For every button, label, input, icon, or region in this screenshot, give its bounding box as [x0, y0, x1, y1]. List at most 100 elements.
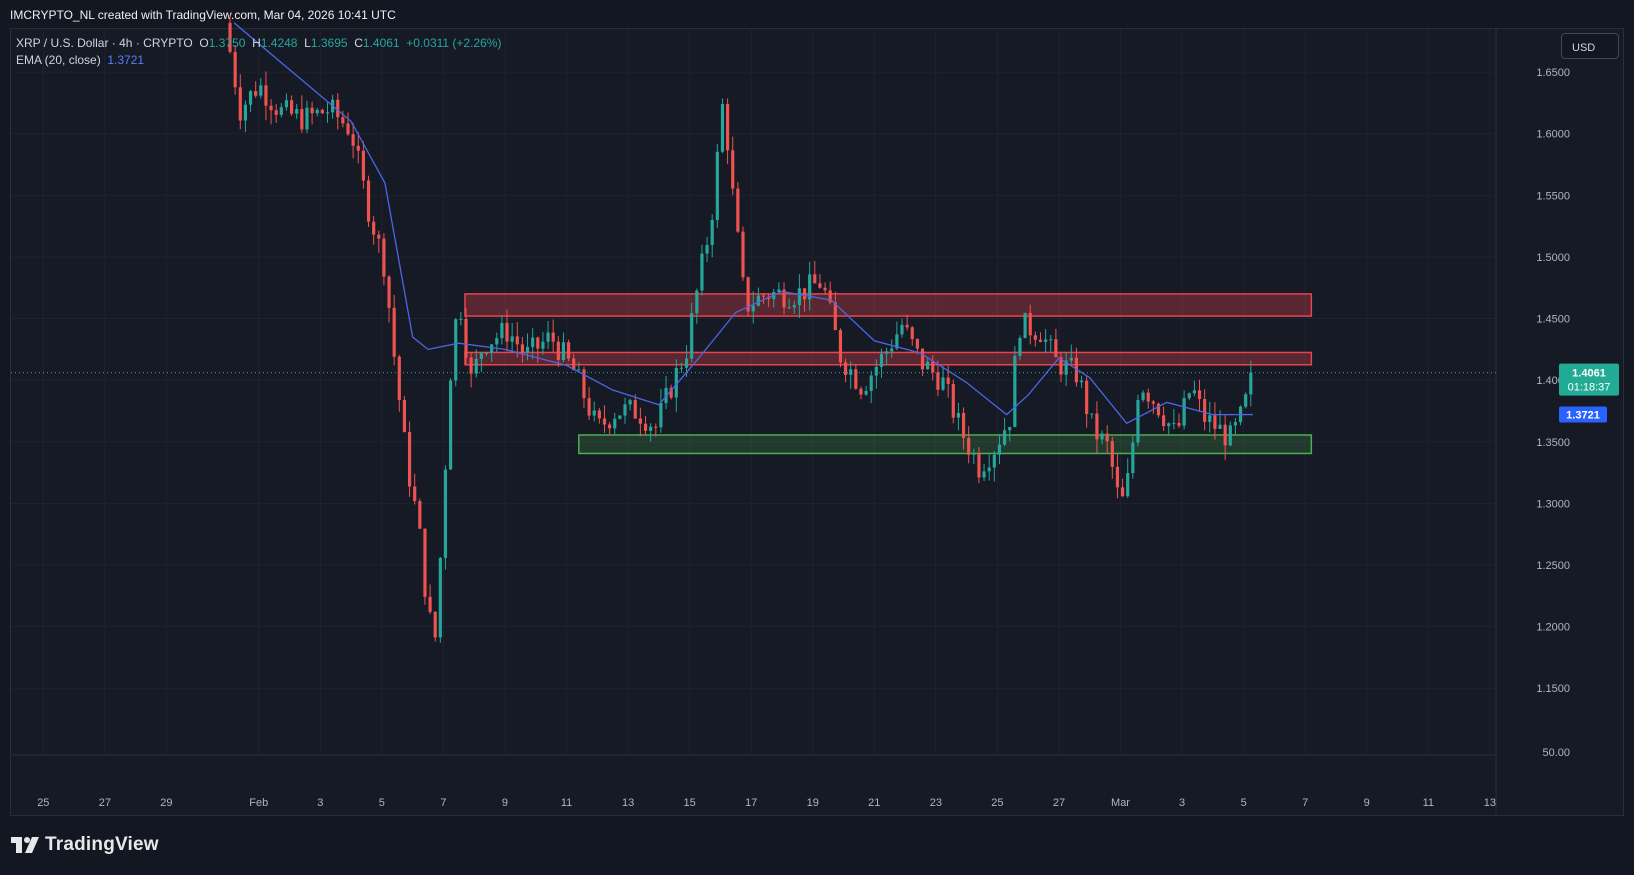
y-tick-label: 1.5000 — [1536, 252, 1570, 264]
candle-body — [274, 110, 278, 115]
candle-body — [505, 322, 509, 342]
ema-price-label: 1.3721 — [1566, 410, 1600, 422]
candle-body — [1090, 413, 1094, 415]
candle-body — [361, 150, 365, 181]
candle-body — [726, 104, 730, 151]
candle-body — [356, 145, 360, 151]
candle-body — [1151, 401, 1155, 404]
candle-body — [284, 100, 289, 108]
candle-body — [941, 377, 945, 390]
candle-body — [813, 274, 817, 284]
countdown-label: 01:18:37 — [1568, 382, 1611, 394]
symbol-label[interactable]: XRP / U.S. Dollar · 4h · CRYPTO — [16, 36, 193, 50]
chart-legend: XRP / U.S. Dollar · 4h · CRYPTO O1.3750 … — [16, 35, 501, 69]
candle-body — [746, 277, 750, 312]
y-tick-label: 1.2000 — [1536, 622, 1570, 634]
candle-body — [449, 380, 453, 470]
candle-body — [1208, 415, 1212, 422]
y-tick-label: 1.5500 — [1536, 190, 1570, 202]
candle-body — [920, 348, 925, 370]
candle-body — [372, 221, 376, 235]
candle-body — [433, 611, 437, 638]
volume-axis-label: 50.00 — [1542, 747, 1570, 759]
candle-body — [1197, 390, 1202, 400]
resistance-zone — [464, 351, 1313, 366]
x-tick-label: 5 — [1241, 797, 1247, 809]
candle-body — [1110, 441, 1114, 467]
candle-body — [315, 109, 319, 114]
y-tick-label: 1.6500 — [1536, 67, 1570, 79]
ema-label[interactable]: EMA (20, close) — [16, 53, 101, 67]
candle-body — [233, 51, 237, 88]
x-tick-label: 3 — [317, 797, 323, 809]
candle-body — [833, 302, 837, 331]
low-label: L — [304, 36, 311, 50]
open-label: O — [199, 36, 209, 50]
ema-row: EMA (20, close) 1.3721 — [16, 52, 501, 69]
x-tick-label: 7 — [440, 797, 446, 809]
price-chart[interactable]: 1.65001.60001.55001.50001.45001.40001.35… — [0, 0, 1634, 816]
candle-body — [890, 348, 894, 352]
candle-body — [572, 358, 576, 371]
chart-frame[interactable] — [10, 28, 1624, 816]
candle-body — [310, 107, 314, 114]
candle-body — [1038, 339, 1043, 342]
candle-body — [1233, 422, 1238, 426]
candle-body — [1228, 425, 1232, 446]
candle-body — [1049, 339, 1053, 341]
y-tick-label: 1.6000 — [1536, 129, 1570, 141]
candle-body — [659, 402, 663, 428]
candle-body — [377, 234, 381, 239]
candle-body — [736, 188, 740, 232]
candle-body — [731, 150, 735, 189]
candle-body — [1105, 433, 1109, 442]
candle-body — [243, 104, 248, 121]
support-zone — [578, 434, 1313, 455]
candle-body — [366, 180, 371, 222]
candle-body — [1136, 399, 1140, 443]
x-tick-label: 27 — [1053, 797, 1065, 809]
candle-body — [423, 528, 427, 597]
candle-body — [531, 337, 535, 347]
candle-body — [597, 410, 601, 419]
candle-body — [510, 336, 514, 342]
ema-line — [233, 22, 1253, 425]
candle-body — [926, 361, 930, 370]
candle-body — [551, 332, 555, 342]
currency-button[interactable]: USD — [1561, 33, 1619, 59]
candle-body — [582, 369, 586, 399]
candle-body — [931, 361, 935, 373]
x-tick-label: 21 — [868, 797, 880, 809]
candle-body — [418, 501, 422, 529]
x-tick-label: 19 — [807, 797, 819, 809]
candle-body — [1059, 357, 1063, 375]
candle-body — [633, 400, 637, 419]
candle-body — [977, 453, 981, 478]
candle-body — [669, 387, 673, 398]
candle-body — [987, 467, 991, 472]
candle-body — [438, 557, 442, 638]
candle-body — [1146, 392, 1150, 402]
candle-body — [264, 85, 268, 106]
y-tick-label: 1.4500 — [1536, 314, 1570, 326]
tradingview-brand: TradingView — [45, 834, 159, 855]
x-tick-label: 23 — [930, 797, 942, 809]
candle-body — [684, 358, 689, 368]
candle-body — [392, 307, 396, 357]
candle-body — [464, 318, 468, 358]
candle-body — [1115, 466, 1120, 488]
y-tick-label: 1.1500 — [1536, 683, 1570, 695]
candle-body — [1141, 392, 1145, 400]
candle-body — [397, 356, 401, 400]
candle-body — [1162, 415, 1166, 427]
footer — [0, 816, 1634, 875]
candle-body — [643, 423, 648, 431]
candle-body — [402, 399, 407, 433]
candle-body — [992, 454, 996, 468]
x-tick-label: 3 — [1179, 797, 1185, 809]
candle-body — [1131, 442, 1135, 473]
candle-body — [828, 290, 832, 303]
candle-body — [787, 307, 791, 309]
tradingview-logo[interactable]: TradingView — [11, 834, 159, 856]
candle-body — [623, 404, 627, 416]
